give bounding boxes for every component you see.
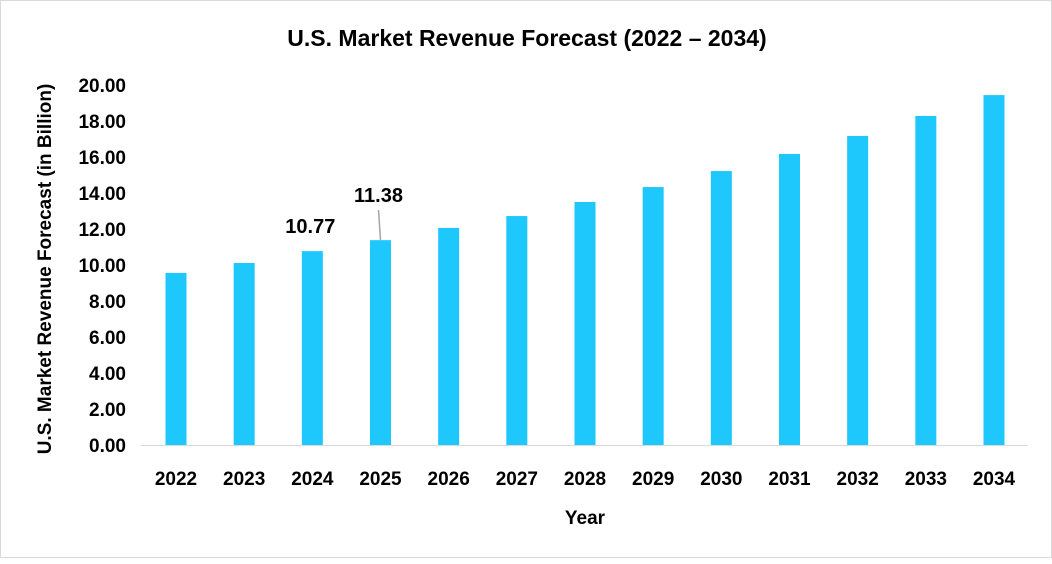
- y-tick-label: 14.00: [78, 184, 126, 205]
- bar-2028: [574, 202, 596, 445]
- y-tick-label: 6.00: [89, 328, 126, 349]
- y-tick-label: 8.00: [89, 292, 126, 313]
- y-tick-label: 12.00: [78, 220, 126, 241]
- x-tick-label: 2027: [496, 469, 538, 490]
- x-tick-label: 2033: [905, 469, 947, 490]
- x-tick-label: 2032: [837, 469, 879, 490]
- chart-title: U.S. Market Revenue Forecast (2022 – 203…: [287, 25, 766, 51]
- bar-2024: [301, 251, 323, 445]
- y-tick-label: 0.00: [89, 436, 126, 457]
- bar-2034: [983, 95, 1005, 445]
- y-tick-label: 2.00: [89, 400, 126, 421]
- data-label-leader-line: [377, 209, 382, 241]
- bar-2032: [847, 135, 869, 445]
- x-tick-label: 2034: [973, 469, 1016, 490]
- y-tick-label: 18.00: [78, 112, 126, 133]
- x-tick-label: 2029: [632, 469, 674, 490]
- bar-2023: [233, 263, 255, 445]
- y-tick-label: 16.00: [78, 148, 126, 169]
- x-tick-label: 2022: [155, 469, 197, 490]
- bar-2026: [438, 227, 460, 445]
- x-tick-label: 2026: [428, 469, 470, 490]
- bar-2033: [915, 115, 937, 446]
- y-tick-label: 4.00: [89, 364, 126, 385]
- bar-2027: [506, 216, 528, 445]
- x-tick-label: 2025: [359, 469, 402, 490]
- y-tick-label: 20.00: [78, 76, 126, 97]
- x-tick-label: 2030: [700, 469, 742, 490]
- x-tick-label: 2024: [291, 469, 334, 490]
- x-tick-label: 2031: [768, 469, 811, 490]
- data-label-2025: 11.38: [354, 185, 403, 207]
- y-tick-label: 10.00: [78, 256, 126, 277]
- bar-2029: [642, 187, 664, 445]
- data-label-2024: 10.77: [285, 216, 335, 238]
- x-tick-label: 2028: [564, 469, 606, 490]
- bar-2031: [779, 153, 800, 445]
- x-axis-label: Year: [565, 508, 606, 529]
- x-tick-label: 2023: [223, 469, 265, 490]
- bar-2025: [370, 240, 391, 445]
- bar-2022: [165, 272, 187, 445]
- y-axis-label: U.S. Market Revenue Forecast (in Billion…: [35, 84, 56, 455]
- bar-2030: [710, 171, 732, 446]
